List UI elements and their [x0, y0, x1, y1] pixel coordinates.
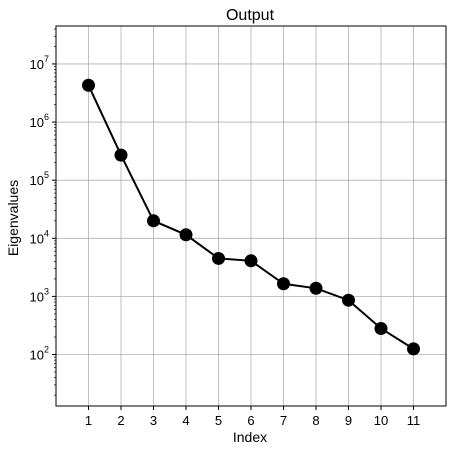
y-tick-exponent: 7 [44, 54, 49, 64]
x-tick-label: 9 [345, 413, 352, 428]
data-point [114, 148, 128, 162]
data-point [309, 281, 323, 295]
y-tick-base: 10 [30, 173, 44, 188]
x-tick-label: 5 [215, 413, 222, 428]
y-tick-exponent: 5 [44, 170, 49, 180]
x-tick-label: 11 [407, 413, 421, 428]
x-tick-label: 4 [182, 413, 189, 428]
x-tick-label: 3 [150, 413, 157, 428]
y-tick-base: 10 [30, 289, 44, 304]
y-tick-base: 10 [30, 57, 44, 72]
chart-title: Output [226, 7, 275, 24]
x-axis-label: Index [233, 429, 267, 445]
y-tick-exponent: 6 [44, 112, 49, 122]
x-tick-label: 6 [247, 413, 254, 428]
data-point [407, 342, 420, 356]
data-point [342, 293, 355, 307]
y-tick-label: 102 [30, 345, 49, 363]
y-tick-label: 106 [30, 112, 49, 130]
y-tick-base: 10 [30, 115, 44, 130]
y-tick-base: 10 [30, 348, 44, 363]
y-tick-exponent: 4 [44, 228, 49, 238]
x-tick-label: 8 [312, 413, 319, 428]
data-point [374, 322, 388, 336]
data-point [212, 251, 225, 265]
data-point [179, 228, 193, 242]
y-tick-exponent: 3 [44, 286, 49, 296]
y-tick-label: 107 [30, 54, 49, 72]
data-point [82, 78, 95, 92]
y-tick-base: 10 [30, 231, 44, 246]
y-axis-label: Eigenvalues [5, 180, 21, 256]
x-tick-label: 10 [374, 413, 388, 428]
x-tick-label: 2 [117, 413, 124, 428]
y-tick-label: 105 [30, 170, 49, 188]
y-tick-exponent: 2 [44, 345, 49, 355]
y-tick-label: 103 [30, 286, 49, 304]
data-points [82, 78, 420, 356]
y-tick-label: 104 [30, 228, 49, 246]
data-point [244, 254, 258, 268]
data-point [277, 277, 290, 291]
x-tick-label: 7 [280, 413, 287, 428]
grid [56, 26, 446, 406]
x-tick-label: 1 [85, 413, 92, 428]
data-point [147, 214, 160, 228]
